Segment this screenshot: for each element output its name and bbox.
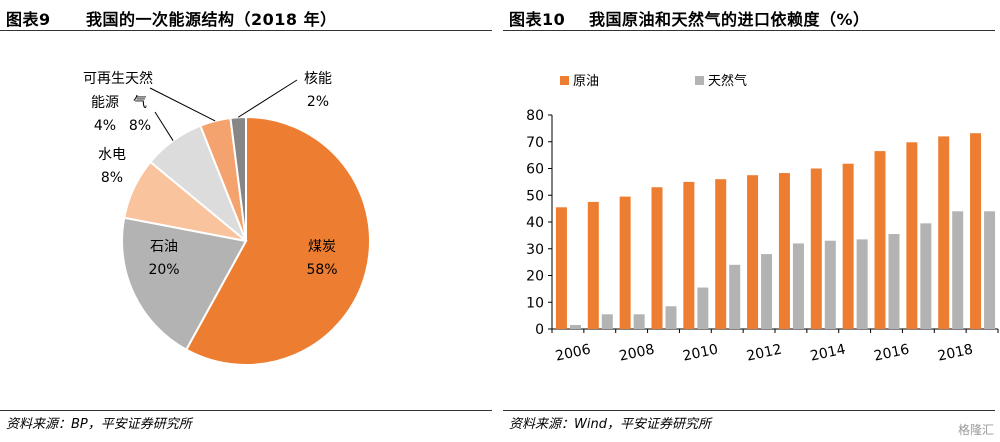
y-tick-label-1: 10 bbox=[526, 295, 544, 311]
pie-value-hydro: 8% bbox=[101, 170, 123, 186]
pie-value-gas: 8% bbox=[129, 118, 151, 134]
leader-line-renewable bbox=[149, 87, 216, 122]
pie-label-renewable-line2: 能源 bbox=[91, 95, 119, 111]
right-top-rule bbox=[503, 30, 995, 31]
right-bottom-rule bbox=[503, 410, 995, 411]
watermark: 格隆汇 bbox=[957, 423, 994, 437]
x-tick-label-2014: 2014 bbox=[809, 342, 847, 365]
y-tick-label-6: 60 bbox=[526, 162, 544, 178]
left-figure-number: 图表9 bbox=[6, 10, 51, 29]
bar-oil-2016 bbox=[874, 151, 886, 329]
x-tick-label-2018: 2018 bbox=[936, 342, 974, 365]
x-tick-label-2010: 2010 bbox=[681, 342, 719, 365]
y-tick-label-0: 0 bbox=[535, 322, 544, 338]
bar-gas-2018 bbox=[952, 211, 964, 329]
bar-oil-2017 bbox=[906, 142, 918, 329]
right-figure-title: 图表10 我国原油和天然气的进口依赖度（%） bbox=[509, 6, 870, 30]
bar-oil-2010 bbox=[683, 181, 695, 330]
pie-value-coal: 58% bbox=[306, 262, 337, 278]
left-source-note: 资料来源：BP，平安证券研究所 bbox=[6, 417, 192, 432]
x-tick-label-2012: 2012 bbox=[745, 342, 783, 365]
bar-oil-2007 bbox=[587, 201, 599, 329]
bar-oil-2009 bbox=[651, 187, 663, 329]
bar-oil-2006 bbox=[555, 207, 567, 329]
bar-oil-2015 bbox=[842, 163, 854, 329]
bar-gas-2016 bbox=[888, 234, 900, 329]
left-top-rule bbox=[0, 30, 492, 31]
pie-value-oil: 20% bbox=[148, 262, 179, 278]
bar-oil-2008 bbox=[619, 196, 631, 329]
y-tick-label-8: 80 bbox=[526, 108, 544, 124]
bar-gas-2019 bbox=[984, 211, 996, 329]
pie-label-coal: 煤炭 bbox=[308, 239, 336, 255]
energy-structure-panel: 图表9 我国的一次能源结构（2018 年） 煤炭 58% 石油 20% 水电 8% 气 8% 可再… bbox=[0, 0, 492, 442]
bar-gas-2006 bbox=[569, 324, 581, 329]
legend-swatch-0 bbox=[560, 76, 569, 85]
bar-gas-2007 bbox=[601, 314, 613, 329]
x-tick-label-2006: 2006 bbox=[554, 342, 592, 365]
pie-slice-1 bbox=[121, 216, 248, 352]
left-figure-title-text: 我国的一次能源结构（2018 年） bbox=[86, 10, 337, 29]
right-figure-title-text: 我国原油和天然气的进口依赖度（%） bbox=[589, 10, 870, 29]
bar-oil-2018 bbox=[938, 136, 950, 329]
right-source-note: 资料来源：Wind，平安证券研究所 bbox=[509, 417, 711, 432]
pie-slice-0 bbox=[184, 115, 371, 366]
bar-gas-2008 bbox=[633, 314, 645, 329]
leader-line-nuclear bbox=[237, 79, 298, 118]
y-tick-label-4: 40 bbox=[526, 215, 544, 231]
bar-gas-2010 bbox=[697, 287, 709, 329]
pie-value-nuclear: 2% bbox=[307, 94, 329, 110]
pie-label-nuclear: 核能 bbox=[304, 71, 332, 87]
bar-gas-2012 bbox=[761, 254, 773, 329]
bar-gas-2014 bbox=[824, 240, 836, 329]
legend-label-0: 原油 bbox=[573, 74, 599, 89]
pie-label-oil: 石油 bbox=[150, 239, 178, 255]
left-figure-title: 图表9 我国的一次能源结构（2018 年） bbox=[6, 6, 337, 30]
x-tick-label-2016: 2016 bbox=[873, 342, 911, 365]
bar-oil-2012 bbox=[747, 175, 759, 329]
bar-oil-2013 bbox=[778, 173, 790, 329]
bar-oil-2014 bbox=[810, 168, 822, 329]
pie-value-renewable: 4% bbox=[94, 118, 116, 134]
legend-label-1: 天然气 bbox=[708, 73, 747, 89]
leader-line-gas bbox=[154, 111, 174, 141]
pie-label-hydro: 水电 bbox=[98, 147, 126, 163]
y-tick-label-5: 50 bbox=[526, 188, 544, 204]
import-dependency-panel: 图表10 我国原油和天然气的进口依赖度（%） 0 10 20 30 40 50 60 70 80 2… bbox=[503, 0, 999, 442]
pie-label-renewable-line1: 可再生天然 bbox=[83, 70, 153, 87]
bar-gas-2013 bbox=[792, 243, 804, 329]
bar-oil-2019 bbox=[970, 133, 982, 329]
import-bar-chart: 0 10 20 30 40 50 60 70 80 2006 2008 2010 2012 2014 201… bbox=[526, 73, 999, 365]
right-figure-number: 图表10 bbox=[509, 10, 566, 29]
bar-gas-2011 bbox=[729, 264, 741, 329]
bar-oil-2011 bbox=[715, 179, 727, 329]
bar-gas-2017 bbox=[920, 223, 932, 329]
left-bottom-rule bbox=[0, 410, 492, 411]
pie-label-gas: 气 bbox=[133, 95, 147, 111]
bar-gas-2015 bbox=[856, 239, 868, 329]
legend-swatch-1 bbox=[695, 76, 704, 85]
y-tick-label-7: 70 bbox=[526, 135, 544, 151]
y-tick-label-3: 30 bbox=[526, 242, 544, 258]
bar-gas-2009 bbox=[665, 306, 677, 329]
y-tick-label-2: 20 bbox=[526, 269, 544, 285]
x-tick-label-2008: 2008 bbox=[618, 342, 656, 365]
